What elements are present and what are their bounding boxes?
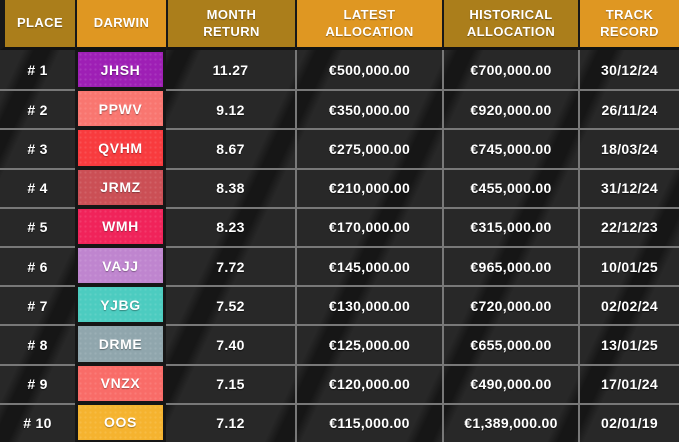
place-cell: # 3: [0, 128, 75, 167]
darwin-badge[interactable]: WMH: [78, 208, 163, 244]
historical-allocation-cell: €745,000.00: [442, 128, 578, 168]
darwin-cell: WMH: [75, 206, 166, 246]
place-cell: # 4: [0, 167, 75, 207]
track-record-cell: 31/12/24: [578, 167, 679, 207]
latest-allocation-cell: €210,000.00: [295, 167, 442, 207]
historical-allocation-cell: €490,000.00: [442, 363, 578, 403]
latest-allocation-cell: €115,000.00: [295, 402, 442, 442]
column-header-historical-allocation: HISTORICAL ALLOCATION: [442, 0, 578, 50]
month-return-cell: 7.72: [166, 246, 295, 285]
track-record-cell: 22/12/23: [578, 206, 679, 246]
darwin-cell: PPWV: [75, 89, 166, 129]
historical-allocation-cell: €700,000.00: [442, 50, 578, 90]
historical-allocation-cell: €720,000.00: [442, 285, 578, 325]
month-return-cell: 7.52: [166, 285, 295, 324]
month-return-cell: 8.23: [166, 206, 295, 246]
track-record-cell: 02/01/19: [578, 402, 679, 442]
track-record-cell: 02/02/24: [578, 285, 679, 325]
place-cell: # 10: [0, 402, 75, 442]
darwin-cell: YJBG: [75, 285, 166, 325]
historical-allocation-cell: €455,000.00: [442, 167, 578, 207]
column-header-latest-allocation: LATEST ALLOCATION: [295, 0, 442, 50]
darwin-badge[interactable]: PPWV: [78, 91, 163, 127]
month-return-cell: 7.15: [166, 363, 295, 403]
latest-allocation-cell: €275,000.00: [295, 128, 442, 168]
column-header-darwin: DARWIN: [75, 0, 166, 50]
latest-allocation-cell: €120,000.00: [295, 363, 442, 403]
place-cell: # 5: [0, 206, 75, 246]
track-record-cell: 10/01/25: [578, 246, 679, 286]
month-return-cell: 7.40: [166, 324, 295, 363]
latest-allocation-cell: €145,000.00: [295, 246, 442, 286]
month-return-cell: 8.38: [166, 167, 295, 207]
darwin-cell: VAJJ: [75, 246, 166, 286]
track-record-cell: 13/01/25: [578, 324, 679, 364]
historical-allocation-cell: €315,000.00: [442, 206, 578, 246]
track-record-cell: 18/03/24: [578, 128, 679, 168]
darwin-badge[interactable]: OOS: [78, 404, 163, 440]
darwin-badge[interactable]: JRMZ: [78, 169, 163, 205]
darwin-cell: JHSH: [75, 50, 166, 90]
month-return-cell: 8.67: [166, 128, 295, 167]
darwin-badge[interactable]: JHSH: [78, 52, 163, 88]
latest-allocation-cell: €170,000.00: [295, 206, 442, 246]
track-record-cell: 26/11/24: [578, 89, 679, 129]
darwin-cell: VNZX: [75, 363, 166, 403]
month-return-cell: 7.12: [166, 402, 295, 442]
darwin-badge[interactable]: YJBG: [78, 287, 163, 323]
place-cell: # 6: [0, 246, 75, 285]
place-cell: # 8: [0, 324, 75, 363]
track-record-cell: 17/01/24: [578, 363, 679, 403]
place-cell: # 7: [0, 285, 75, 324]
darwin-cell: QVHM: [75, 128, 166, 168]
column-header-track-record: TRACK RECORD: [578, 0, 679, 50]
darwin-badge[interactable]: QVHM: [78, 130, 163, 166]
historical-allocation-cell: €655,000.00: [442, 324, 578, 364]
darwin-cell: OOS: [75, 402, 166, 442]
darwin-badge[interactable]: DRME: [78, 326, 163, 362]
historical-allocation-cell: €965,000.00: [442, 246, 578, 286]
column-header-month-return: MONTH RETURN: [166, 0, 295, 50]
darwin-cell: JRMZ: [75, 167, 166, 207]
track-record-cell: 30/12/24: [578, 50, 679, 90]
historical-allocation-cell: €920,000.00: [442, 89, 578, 129]
month-return-cell: 11.27: [212, 61, 249, 78]
latest-allocation-cell: €500,000.00: [295, 50, 442, 90]
historical-allocation-cell: €1,389,000.00: [442, 402, 578, 442]
place-cell: # 9: [0, 363, 75, 403]
darwin-cell: DRME: [75, 324, 166, 364]
column-header-place: PLACE: [0, 0, 75, 50]
latest-allocation-cell: €130,000.00: [295, 285, 442, 325]
latest-allocation-cell: €125,000.00: [295, 324, 442, 364]
latest-allocation-cell: €350,000.00: [295, 89, 442, 129]
month-return-cell: 9.12: [166, 89, 295, 128]
darwin-badge[interactable]: VAJJ: [78, 248, 163, 284]
darwin-badge[interactable]: VNZX: [78, 365, 163, 401]
place-cell: # 2: [0, 89, 75, 128]
place-cell: # 1: [27, 61, 48, 78]
